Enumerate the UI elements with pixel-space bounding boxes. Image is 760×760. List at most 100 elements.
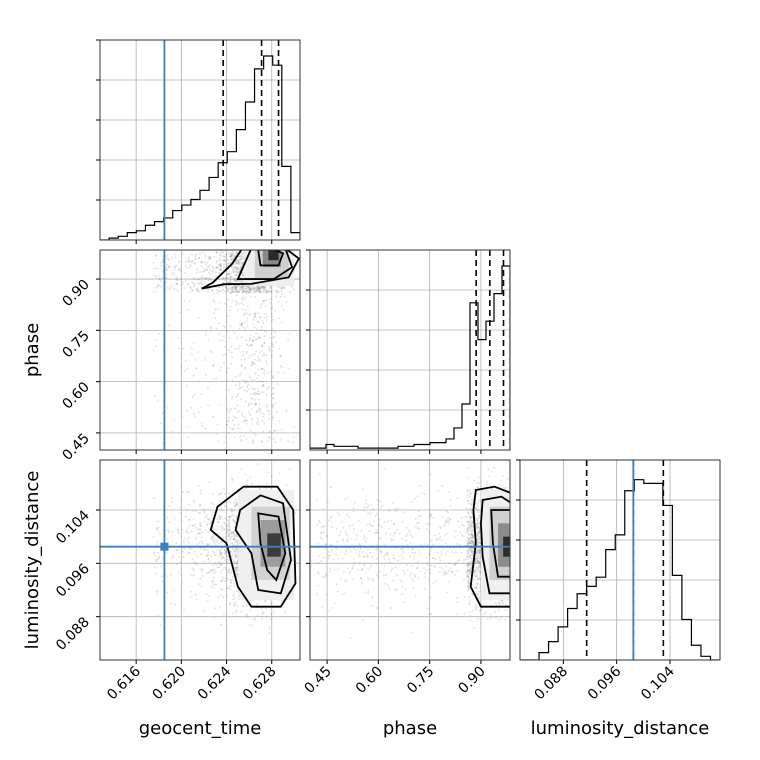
sample-point bbox=[257, 285, 260, 288]
sample-point bbox=[268, 286, 271, 289]
sample-point bbox=[276, 285, 279, 288]
sample-point bbox=[228, 349, 231, 352]
sample-point bbox=[202, 276, 205, 279]
sample-point bbox=[230, 345, 233, 348]
sample-point bbox=[184, 359, 187, 362]
sample-point bbox=[219, 369, 222, 372]
sample-point bbox=[227, 420, 230, 423]
sample-point bbox=[185, 261, 188, 264]
sample-point bbox=[248, 291, 251, 294]
sample-point bbox=[408, 529, 411, 532]
sample-point bbox=[247, 388, 250, 391]
sample-point bbox=[495, 603, 498, 606]
sample-point bbox=[204, 356, 207, 359]
sample-point bbox=[478, 597, 481, 600]
sample-point bbox=[242, 287, 245, 290]
sample-point bbox=[154, 394, 157, 397]
sample-point bbox=[233, 331, 236, 334]
sample-point bbox=[471, 511, 474, 514]
sample-point bbox=[363, 562, 366, 565]
sample-point bbox=[192, 374, 195, 377]
sample-point bbox=[392, 557, 395, 560]
sample-point bbox=[248, 376, 251, 379]
sample-point bbox=[255, 328, 258, 331]
sample-point bbox=[249, 475, 252, 478]
sample-point bbox=[469, 489, 472, 492]
sample-point bbox=[255, 332, 258, 335]
sample-point bbox=[254, 315, 257, 318]
sample-point bbox=[237, 270, 240, 273]
sample-point bbox=[240, 286, 243, 289]
sample-point bbox=[257, 287, 260, 290]
sample-point bbox=[219, 259, 222, 262]
sample-point bbox=[156, 543, 159, 546]
sample-point bbox=[205, 263, 208, 266]
sample-point bbox=[475, 566, 478, 569]
sample-point bbox=[247, 291, 250, 294]
sample-point bbox=[183, 286, 186, 289]
sample-point bbox=[449, 505, 452, 508]
sample-point bbox=[192, 574, 195, 577]
sample-point bbox=[192, 277, 195, 280]
sample-point bbox=[231, 356, 234, 359]
sample-point bbox=[208, 256, 211, 259]
sample-point bbox=[478, 514, 481, 517]
sample-point bbox=[426, 607, 429, 610]
sample-point bbox=[263, 342, 266, 345]
sample-point bbox=[472, 531, 475, 534]
sample-point bbox=[171, 530, 174, 533]
sample-point bbox=[476, 542, 479, 545]
sample-point bbox=[254, 391, 257, 394]
sample-point bbox=[216, 517, 219, 520]
sample-point bbox=[191, 259, 194, 262]
sample-point bbox=[210, 538, 213, 541]
sample-point bbox=[404, 535, 407, 538]
sample-point bbox=[240, 265, 243, 268]
sample-point bbox=[205, 277, 208, 280]
sample-point bbox=[416, 522, 419, 525]
sample-point bbox=[204, 548, 207, 551]
sample-point bbox=[274, 441, 277, 444]
sample-point bbox=[233, 522, 236, 525]
sample-point bbox=[199, 577, 202, 580]
sample-point bbox=[479, 549, 482, 552]
sample-point bbox=[208, 271, 211, 274]
sample-point bbox=[223, 326, 226, 329]
sample-point bbox=[265, 319, 268, 322]
sample-point bbox=[241, 285, 244, 288]
sample-point bbox=[466, 515, 469, 518]
sample-point bbox=[405, 526, 408, 529]
sample-point bbox=[224, 502, 227, 505]
sample-point bbox=[227, 570, 230, 573]
sample-point bbox=[207, 531, 210, 534]
sample-point bbox=[263, 287, 266, 290]
sample-point bbox=[470, 531, 473, 534]
sample-point bbox=[478, 551, 481, 554]
sample-point bbox=[469, 547, 472, 550]
sample-point bbox=[228, 261, 231, 264]
sample-point bbox=[231, 575, 234, 578]
sample-point bbox=[250, 344, 253, 347]
sample-point bbox=[262, 384, 265, 387]
sample-point bbox=[267, 289, 270, 292]
sample-point bbox=[366, 523, 369, 526]
sample-point bbox=[267, 471, 270, 474]
sample-point bbox=[229, 578, 232, 581]
sample-point bbox=[350, 538, 353, 541]
sample-point bbox=[198, 380, 201, 383]
sample-point bbox=[446, 591, 449, 594]
sample-point bbox=[166, 406, 169, 409]
sample-point bbox=[469, 602, 472, 605]
sample-point bbox=[228, 533, 231, 536]
sample-point bbox=[200, 421, 203, 424]
sample-point bbox=[326, 534, 329, 537]
sample-point bbox=[237, 261, 240, 264]
sample-point bbox=[220, 541, 223, 544]
sample-point bbox=[156, 593, 159, 596]
sample-point bbox=[328, 609, 331, 612]
sample-point bbox=[474, 574, 477, 577]
sample-point bbox=[161, 259, 164, 262]
sample-point bbox=[165, 551, 168, 554]
sample-point bbox=[222, 556, 225, 559]
sample-point bbox=[155, 527, 158, 530]
